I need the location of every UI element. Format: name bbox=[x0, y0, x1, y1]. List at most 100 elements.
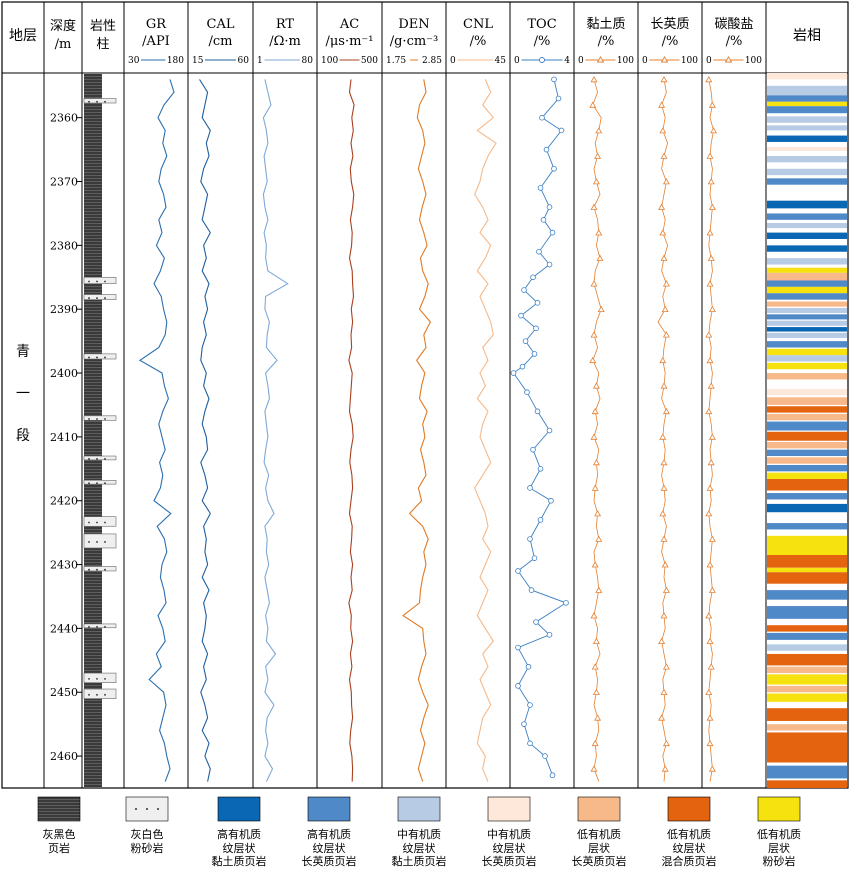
facies-bed bbox=[767, 457, 847, 464]
toc-point bbox=[534, 408, 541, 415]
facies-bed bbox=[767, 106, 847, 114]
clay-point bbox=[589, 101, 597, 108]
siltstone-dot bbox=[104, 693, 106, 696]
depth-tick-label: 2370 bbox=[50, 176, 78, 189]
toc-point bbox=[527, 702, 533, 708]
legend-label-line1: 低有机质 bbox=[577, 827, 621, 841]
legend-label-line1: 高有机质 bbox=[307, 827, 351, 841]
column-unit-TOC: /% bbox=[534, 34, 551, 49]
clay-point bbox=[591, 739, 599, 747]
carb-point bbox=[707, 663, 715, 670]
column-unit-depth: /m bbox=[55, 37, 72, 52]
clay-point bbox=[590, 765, 598, 772]
column-title-CAL: CAL bbox=[207, 17, 235, 32]
toc-point bbox=[527, 740, 533, 747]
siltstone-dot bbox=[104, 356, 106, 359]
facies-bed bbox=[767, 666, 847, 674]
facies-bed bbox=[767, 421, 847, 431]
felsic-point bbox=[661, 305, 669, 312]
depth-tick-label: 2420 bbox=[50, 495, 78, 508]
felsic-point bbox=[660, 152, 668, 159]
siltstone-dot bbox=[88, 521, 90, 524]
toc-point bbox=[536, 248, 542, 255]
facies-bed bbox=[767, 567, 847, 573]
carb-point bbox=[707, 382, 715, 389]
column-title-facies: 岩相 bbox=[793, 28, 821, 44]
facies-bed bbox=[767, 590, 847, 600]
carb-point bbox=[707, 458, 715, 466]
clay-point bbox=[595, 586, 603, 593]
facies-bed bbox=[767, 625, 847, 632]
legend-label-line1: 中有机质 bbox=[397, 827, 441, 841]
siltstone-dot bbox=[88, 100, 90, 103]
scale-max-CNL: 45 bbox=[495, 56, 507, 66]
depth-tick-label: 2430 bbox=[50, 559, 78, 572]
clay-point bbox=[595, 127, 603, 134]
facies-bed bbox=[767, 301, 847, 307]
legend-label-line2: 纹层状 bbox=[493, 841, 526, 855]
clay-point bbox=[591, 561, 599, 568]
toc-point bbox=[533, 325, 539, 332]
column-unit-DEN: /g·cm⁻³ bbox=[390, 34, 439, 49]
facies-bed bbox=[767, 125, 847, 131]
felsic-point bbox=[660, 535, 668, 542]
scale-max-felsic: 100 bbox=[681, 56, 698, 66]
toc-point bbox=[534, 300, 541, 306]
column-title-lith: 岩性 bbox=[90, 19, 116, 34]
carb-point bbox=[707, 178, 715, 185]
curve-felsic bbox=[657, 79, 669, 782]
clay-point bbox=[590, 203, 598, 210]
felsic-point bbox=[659, 127, 667, 134]
legend-label-line3: 粉砂岩 bbox=[763, 854, 796, 868]
scale-max-GR: 180 bbox=[167, 56, 184, 66]
facies-bed bbox=[767, 320, 847, 326]
scale-marker-clay bbox=[596, 56, 605, 63]
facies-bed bbox=[767, 116, 847, 123]
facies-bed bbox=[767, 267, 847, 273]
felsic-point bbox=[660, 484, 668, 491]
stratum-label-char: 一 bbox=[16, 386, 30, 402]
column-title-GR: GR bbox=[146, 17, 167, 32]
toc-point bbox=[551, 165, 557, 172]
toc-point bbox=[548, 497, 554, 504]
facies-bed bbox=[767, 85, 847, 96]
facies-bed bbox=[767, 674, 847, 685]
felsic-point bbox=[662, 178, 670, 185]
clay-point bbox=[592, 178, 600, 185]
siltstone-dot bbox=[104, 482, 106, 485]
facies-bed bbox=[767, 389, 847, 396]
carb-point bbox=[706, 739, 714, 747]
scale-marker-felsic bbox=[660, 56, 669, 63]
scale-max-carb: 100 bbox=[745, 56, 762, 66]
stratum-label-char: 青 bbox=[16, 344, 30, 360]
felsic-point bbox=[662, 331, 670, 338]
facies-bed bbox=[767, 293, 847, 300]
legend-swatch bbox=[667, 796, 711, 822]
toc-point bbox=[539, 114, 545, 121]
column-unit-AC: /μs·m⁻¹ bbox=[325, 34, 373, 49]
carb-point bbox=[708, 586, 716, 593]
felsic-point bbox=[660, 382, 668, 389]
toc-point bbox=[546, 631, 553, 638]
carb-point bbox=[708, 101, 716, 108]
legend-label-line2: 纹层状 bbox=[313, 841, 346, 855]
facies-bed bbox=[767, 280, 847, 287]
legend-label-line1: 中有机质 bbox=[487, 827, 531, 841]
felsic-point bbox=[659, 433, 667, 440]
facies-bed bbox=[767, 200, 847, 209]
siltstone-dot bbox=[88, 418, 90, 420]
clay-point bbox=[594, 152, 602, 159]
legend-swatch bbox=[37, 796, 81, 822]
depth-tick-label: 2400 bbox=[50, 367, 78, 380]
scale-max-DEN: 2.85 bbox=[422, 56, 442, 66]
legend-label-line2: 纹层状 bbox=[673, 841, 706, 855]
toc-point bbox=[524, 389, 530, 395]
legend-label-line2: 纹层状 bbox=[403, 841, 436, 855]
carb-point bbox=[706, 229, 714, 236]
clay-point bbox=[592, 382, 600, 389]
facies-bed bbox=[767, 693, 847, 702]
